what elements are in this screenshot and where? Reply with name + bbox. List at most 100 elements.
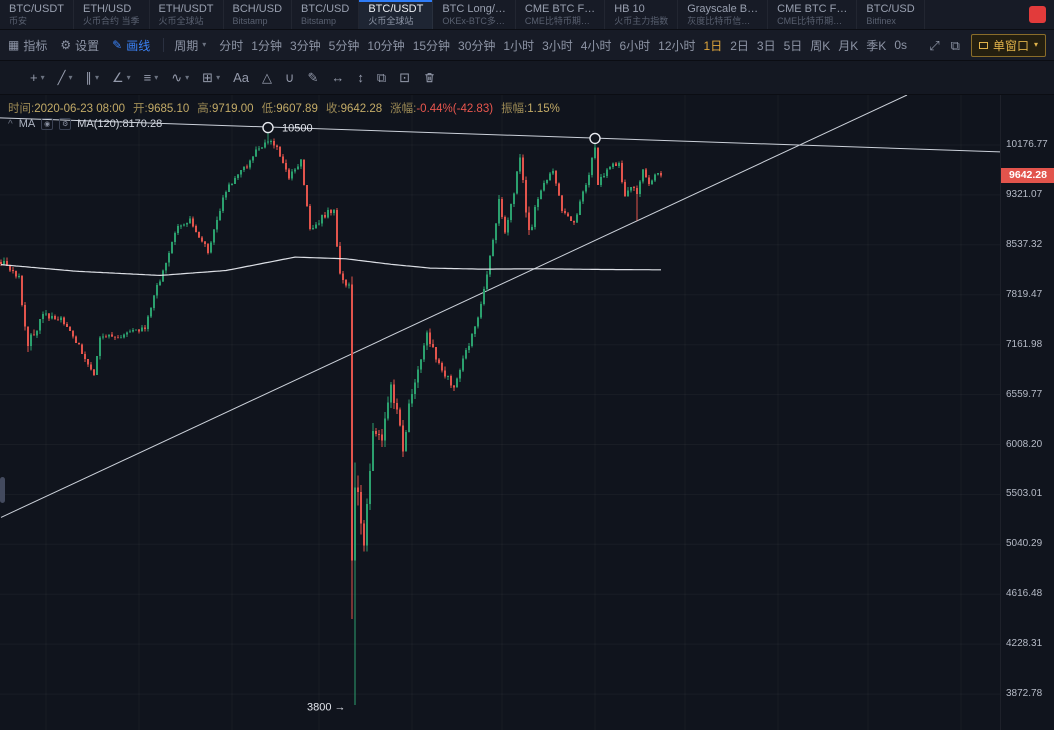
- ma120-line: [0, 256, 661, 277]
- eye-icon[interactable]: ◉: [41, 118, 54, 130]
- timeframe-3小时[interactable]: 3小时: [542, 38, 573, 53]
- tab-bch-usd[interactable]: BCH/USD Bitstamp: [224, 0, 293, 29]
- axis-price-label: 3872.78: [1006, 688, 1043, 700]
- tab-cme-btc-f[interactable]: CME BTC F… CME比特币期…: [768, 0, 858, 29]
- text-icon: Aa: [233, 70, 249, 85]
- info-segment: 收:9642.28: [326, 103, 382, 115]
- tab-btc-usd[interactable]: BTC/USD Bitstamp: [292, 0, 360, 29]
- candlestick-chart[interactable]: 10500 3800 →: [0, 95, 1000, 730]
- period-dropdown[interactable]: 周期 ▾: [174, 37, 206, 54]
- axis-price-label: 9321.07: [1006, 188, 1043, 200]
- support-trendline[interactable]: [0, 95, 908, 518]
- price-axis[interactable]: 9642.28 10176.77 9321.07 8537.32 7819.47 716…: [1000, 95, 1054, 730]
- timeframe-6小时[interactable]: 6小时: [619, 38, 651, 53]
- timeframe-1分钟[interactable]: 1分钟: [251, 38, 282, 53]
- angle-line-icon: ∠: [111, 70, 124, 85]
- timeframe-1日[interactable]: 1日: [703, 38, 723, 53]
- fibonacci-grid-tool[interactable]: ⊞ ▾: [202, 71, 220, 84]
- trendline-anchor-marker[interactable]: [262, 121, 274, 134]
- fibonacci-grid-icon: ⊞: [202, 70, 214, 85]
- tab-title: Grayscale B…: [687, 3, 759, 15]
- edit-box-tool[interactable]: ⊡: [399, 71, 410, 84]
- chevron-down-icon: ▾: [68, 72, 73, 82]
- tab-subtitle: 火币全球站: [158, 16, 204, 26]
- settings-label: 设置: [75, 38, 100, 53]
- shapes-tool[interactable]: △: [262, 71, 272, 84]
- tab-eth-usdt[interactable]: ETH/USDT 火币全球站: [150, 0, 224, 29]
- tab-btc-usdt[interactable]: BTC/USDT 火币全球站: [359, 0, 434, 29]
- tab-btc-usd[interactable]: BTC/USD Bitfinex: [857, 0, 925, 29]
- timeframe-3分钟[interactable]: 3分钟: [289, 38, 321, 53]
- tab-subtitle: 火币主力指数: [614, 16, 669, 26]
- crosshair-tool[interactable]: + ▾: [30, 71, 45, 84]
- single-window-button[interactable]: 单窗口 ▾: [970, 33, 1046, 57]
- horizontal-lines-tool[interactable]: ≡ ▾: [144, 71, 159, 84]
- multi-window-icon[interactable]: ⧉: [950, 37, 960, 53]
- trend-line-tool[interactable]: ╱ ▾: [58, 71, 73, 84]
- parallel-channel-icon: ∥: [85, 70, 92, 85]
- timeframe-分时[interactable]: 分时: [219, 38, 244, 53]
- copy-tool[interactable]: ⧉: [377, 71, 386, 84]
- settings-button[interactable]: ⚙ 设置: [60, 37, 99, 54]
- timeframe-10分钟[interactable]: 10分钟: [367, 38, 405, 53]
- collapse-icon[interactable]: ^: [8, 118, 13, 130]
- tab-btc-usdt[interactable]: BTC/USDT 币安: [0, 0, 74, 29]
- price-range-tool[interactable]: ↕: [357, 71, 364, 84]
- resistance-trendline[interactable]: [0, 115, 1000, 153]
- delete-tool[interactable]: [423, 71, 436, 84]
- info-label: 低:: [261, 103, 277, 115]
- draw-lines-button[interactable]: ✎ 画线: [112, 37, 150, 54]
- left-scrollbar-handle[interactable]: [0, 477, 5, 503]
- timeframe-5日[interactable]: 5日: [783, 38, 803, 53]
- timeframe-3日[interactable]: 3日: [756, 38, 776, 53]
- timeframe-30分钟[interactable]: 30分钟: [458, 38, 496, 53]
- tab-title: CME BTC F…: [524, 3, 596, 15]
- info-segment: 涨幅:-0.44%(-42.83): [390, 103, 493, 115]
- drawing-toolbar: + ▾ ╱ ▾ ∥ ▾ ∠ ▾ ≡ ▾ ∿ ▾ ⊞ ▾ Aa △ ∪ ✎ ↔ ↕ ⧉ ⊡: [0, 61, 1054, 95]
- timeframe-2日[interactable]: 2日: [730, 38, 749, 53]
- tab-title: CME BTC F…: [777, 3, 848, 15]
- anchor-tool[interactable]: ∪: [285, 71, 295, 84]
- timeframe-季k[interactable]: 季K: [866, 38, 887, 53]
- timeframe-4小时[interactable]: 4小时: [580, 38, 612, 53]
- wave-tool[interactable]: ∿ ▾: [171, 71, 189, 84]
- angle-line-tool[interactable]: ∠ ▾: [112, 71, 131, 84]
- period-label: 周期: [174, 38, 199, 53]
- timeframe-12小时[interactable]: 12小时: [658, 38, 696, 53]
- info-segment: 时间:2020-06-23 08:00: [8, 103, 125, 115]
- indicators-button[interactable]: ▦ 指标: [8, 37, 47, 54]
- tab-btc-long[interactable]: BTC Long/… OKEx-BTC多…: [433, 0, 516, 29]
- text-tool[interactable]: Aa: [233, 71, 249, 84]
- tab-grayscale-b[interactable]: Grayscale B… 灰度比特币信…: [678, 0, 769, 29]
- timeframe-1小时[interactable]: 1小时: [503, 38, 535, 53]
- last-price-tag: 9642.28: [1001, 168, 1054, 184]
- timeframe-15分钟[interactable]: 15分钟: [412, 38, 451, 53]
- gear-icon[interactable]: ⚙: [59, 118, 72, 130]
- tab-subtitle: CME比特币期…: [777, 16, 843, 26]
- timeframe-0s[interactable]: 0s: [894, 38, 907, 52]
- timeframe-月k[interactable]: 月K: [838, 38, 859, 53]
- tab-hb-10[interactable]: HB 10 火币主力指数: [605, 0, 679, 29]
- red-envelope-icon[interactable]: [1029, 6, 1046, 23]
- timeframe-周k[interactable]: 周K: [810, 38, 831, 53]
- info-label: 高:: [197, 103, 212, 115]
- fullscreen-icon[interactable]: ⤢: [929, 37, 940, 53]
- measure-tool[interactable]: ↔: [331, 71, 344, 84]
- candles: [0, 127, 662, 705]
- tab-title: HB 10: [614, 3, 645, 15]
- indicator-icon: ▦: [8, 38, 20, 52]
- chart-area[interactable]: 10500 3800 → 时间:2020-06-23 08:00 开:9685.10…: [0, 95, 1054, 730]
- tab-cme-btc-f[interactable]: CME BTC F… CME比特币期…: [516, 0, 606, 29]
- ma-label: MA: [18, 118, 36, 130]
- tab-eth-usd[interactable]: ETH/USD 火币合约 当季: [74, 0, 150, 29]
- chevron-down-icon: ▾: [126, 72, 131, 82]
- brush-tool[interactable]: ✎: [308, 71, 319, 84]
- timeframe-5分钟[interactable]: 5分钟: [328, 38, 360, 53]
- trendline-anchor-marker[interactable]: [589, 132, 601, 145]
- info-value: 9719.00: [212, 103, 254, 115]
- chevron-down-icon: ▾: [185, 72, 190, 82]
- parallel-channel-tool[interactable]: ∥ ▾: [85, 71, 99, 84]
- delete-icon: [423, 71, 436, 84]
- tab-title: BCH/USD: [232, 3, 283, 15]
- ohlc-info-bar: 时间:2020-06-23 08:00 开:9685.10 高:9719.00 低:9…: [8, 100, 568, 116]
